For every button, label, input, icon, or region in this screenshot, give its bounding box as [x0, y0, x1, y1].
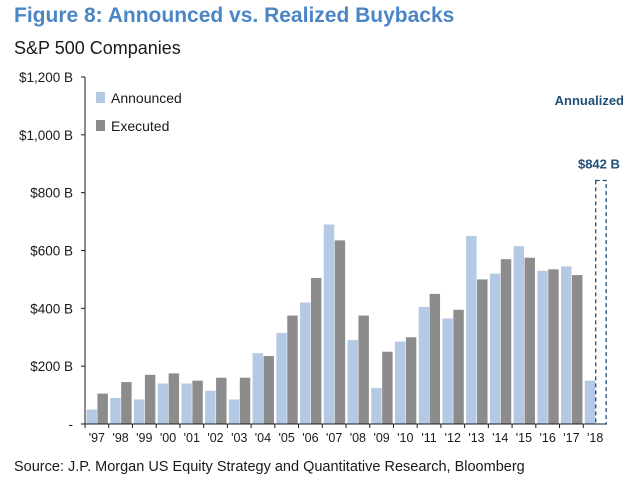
y-tick-label: $1,000 B — [19, 128, 73, 143]
legend: Announced Executed — [96, 90, 182, 134]
announced-bar — [205, 390, 216, 424]
y-axis: - $200 B $400 B $600 B $800 B $1,000 B $1,200 … — [19, 70, 86, 432]
x-tick-label: '04 — [255, 431, 271, 445]
legend-swatch-announced — [96, 92, 105, 103]
x-tick-label: '07 — [326, 431, 342, 445]
x-tick-label: '17 — [563, 431, 579, 445]
legend-label-executed: Executed — [111, 118, 169, 134]
x-tick-label: '12 — [445, 431, 461, 445]
executed-bar — [310, 277, 322, 424]
x-tick-label: '18 — [587, 431, 603, 445]
executed-bar — [524, 257, 535, 424]
x-tick-label: '09 — [373, 431, 389, 445]
y-tick-label: $400 B — [30, 301, 73, 316]
executed-bar — [144, 374, 156, 424]
executed-bar — [334, 240, 346, 424]
announced-bar — [584, 380, 596, 424]
x-tick-label: '02 — [207, 431, 223, 445]
announced-bar — [323, 224, 335, 424]
x-tick-label: '98 — [112, 431, 128, 445]
x-tick-label: '03 — [231, 431, 247, 445]
executed-bar — [287, 315, 298, 424]
executed-bar — [97, 393, 108, 424]
y-tick-label: - — [69, 417, 74, 432]
announced-bar — [181, 383, 192, 424]
executed-bar — [500, 259, 512, 424]
executed-bar — [358, 315, 369, 424]
projected-executed-bar — [595, 179, 607, 425]
announced-bar — [300, 302, 311, 424]
executed-bar — [405, 337, 417, 424]
x-tick-label: '16 — [540, 431, 556, 445]
y-tick-label: $600 B — [30, 244, 73, 259]
projection-annotation: $842 B Annualized — [555, 93, 624, 425]
projection-value-label: $842 B — [578, 157, 620, 172]
announced-bar — [489, 273, 501, 424]
announced-bar — [228, 399, 240, 424]
x-tick-label: '15 — [516, 431, 532, 445]
executed-bar — [571, 275, 583, 424]
executed-bar — [382, 351, 393, 424]
executed-bar — [548, 269, 559, 424]
executed-bar — [121, 382, 132, 424]
announced-bar — [252, 353, 264, 424]
figure-title: Figure 8: Announced vs. Realized Buyback… — [14, 4, 455, 27]
x-tick-label: '05 — [279, 431, 295, 445]
executed-bar — [263, 356, 274, 424]
executed-bar — [168, 373, 180, 424]
announced-bar — [561, 266, 572, 424]
announced-bar — [133, 399, 145, 424]
announced-bar — [418, 306, 430, 424]
x-tick-label: '13 — [468, 431, 484, 445]
announced-bar — [371, 387, 382, 424]
x-tick-label: '08 — [350, 431, 366, 445]
y-tick-label: $1,200 B — [19, 70, 73, 85]
announced-bar — [347, 340, 358, 424]
announced-bar — [276, 332, 287, 424]
executed-bar — [192, 380, 203, 424]
x-tick-label: '11 — [421, 431, 436, 445]
executed-bar — [429, 293, 441, 424]
announced-bar — [466, 236, 477, 424]
announced-bar — [157, 383, 169, 424]
announced-bar — [442, 318, 453, 424]
x-tick-label: '10 — [397, 431, 413, 445]
projection-note: Annualized — [555, 93, 624, 108]
legend-swatch-executed — [96, 120, 105, 131]
x-tick-label: '06 — [302, 431, 318, 445]
y-tick-label: $800 B — [30, 186, 73, 201]
source-note: Source: J.P. Morgan US Equity Strategy a… — [14, 459, 525, 475]
figure-subtitle: S&P 500 Companies — [14, 38, 181, 58]
executed-bar — [239, 377, 251, 424]
x-tick-label: '00 — [160, 431, 176, 445]
executed-bar — [477, 279, 488, 424]
x-axis: '97 '98 '99 '00 '01 '02 '03 '04 '05 '06 '07 '08 '09 '… — [84, 423, 607, 445]
legend-label-announced: Announced — [111, 90, 182, 106]
announced-bar — [110, 397, 121, 424]
executed-bar — [216, 377, 227, 424]
executed-bar — [453, 309, 464, 424]
x-tick-label: '14 — [492, 431, 508, 445]
announced-bar — [513, 246, 525, 424]
x-tick-label: '97 — [89, 431, 105, 445]
x-tick-label: '99 — [136, 431, 152, 445]
x-tick-label: '01 — [184, 431, 200, 445]
y-tick-label: $200 B — [30, 359, 73, 374]
announced-bar — [394, 341, 406, 424]
announced-bar — [86, 409, 97, 424]
announced-bar — [537, 270, 548, 424]
bar-marks — [86, 224, 596, 424]
